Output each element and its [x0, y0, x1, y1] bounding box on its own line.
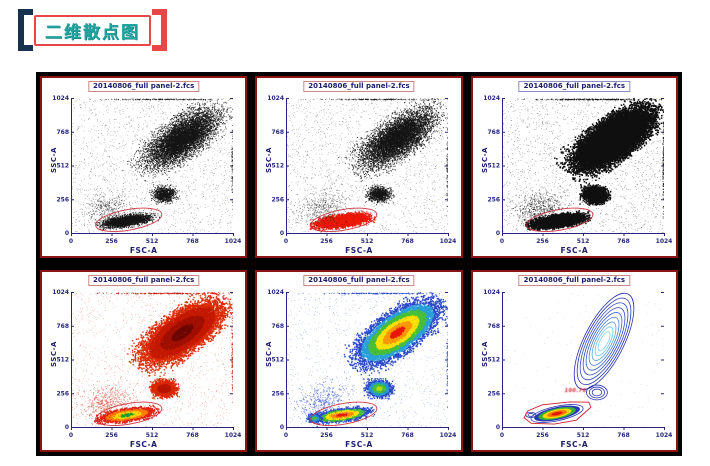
y-axis-label: SSC-A — [480, 341, 489, 367]
fcs-plot-panel-6: 20140806_full panel-2.fcs SSC-A FSC-A 10… — [470, 270, 678, 452]
left-bracket-decoration — [18, 9, 33, 51]
x-axis-label: FSC-A — [129, 440, 158, 449]
panel-title: 20140806_full panel-2.fcs — [518, 81, 631, 92]
scatter-canvas — [260, 287, 457, 439]
scatter-canvas — [45, 287, 241, 439]
y-axis-label: SSC-A — [265, 147, 274, 173]
y-axis-label: SSC-A — [49, 147, 58, 173]
panel-title: 20140806_full panel-2.fcs — [303, 275, 415, 286]
section-header: 二维散点图 — [18, 9, 167, 51]
scatter-canvas — [260, 93, 457, 245]
fcs-plot-panel-5: 20140806_full panel-2.fcs SSC-A FSC-A — [255, 270, 463, 452]
gate-statistic-label: 100.76 — [564, 388, 587, 394]
y-axis-label: SSC-A — [265, 341, 274, 367]
scatter-canvas — [45, 93, 241, 245]
scatter-canvas — [475, 93, 672, 245]
section-title: 二维散点图 — [45, 22, 140, 43]
right-bracket-decoration — [152, 9, 167, 51]
fcs-plot-panel-3: 20140806_full panel-2.fcs SSC-A FSC-A — [470, 76, 678, 258]
plot-grid-board: 20140806_full panel-2.fcs SSC-A FSC-A 20… — [36, 72, 682, 456]
y-axis-label: SSC-A — [49, 341, 58, 367]
x-axis-label: FSC-A — [560, 246, 589, 255]
y-axis-label: SSC-A — [480, 147, 489, 173]
x-axis-label: FSC-A — [345, 246, 373, 255]
panel-title: 20140806_full panel-2.fcs — [87, 81, 200, 92]
panel-title: 20140806_full panel-2.fcs — [518, 275, 631, 286]
section-title-box: 二维散点图 — [34, 14, 151, 46]
x-axis-label: FSC-A — [129, 246, 158, 255]
x-axis-label: FSC-A — [345, 440, 373, 449]
fcs-plot-panel-1: 20140806_full panel-2.fcs SSC-A FSC-A — [40, 76, 248, 258]
panel-title: 20140806_full panel-2.fcs — [303, 81, 415, 92]
fcs-plot-panel-4: 20140806_full panel-2.fcs SSC-A FSC-A — [40, 270, 248, 452]
panel-title: 20140806_full panel-2.fcs — [87, 275, 200, 286]
fcs-plot-panel-2: 20140806_full panel-2.fcs SSC-A FSC-A — [255, 76, 463, 258]
scatter-canvas — [475, 287, 672, 439]
x-axis-label: FSC-A — [560, 440, 589, 449]
